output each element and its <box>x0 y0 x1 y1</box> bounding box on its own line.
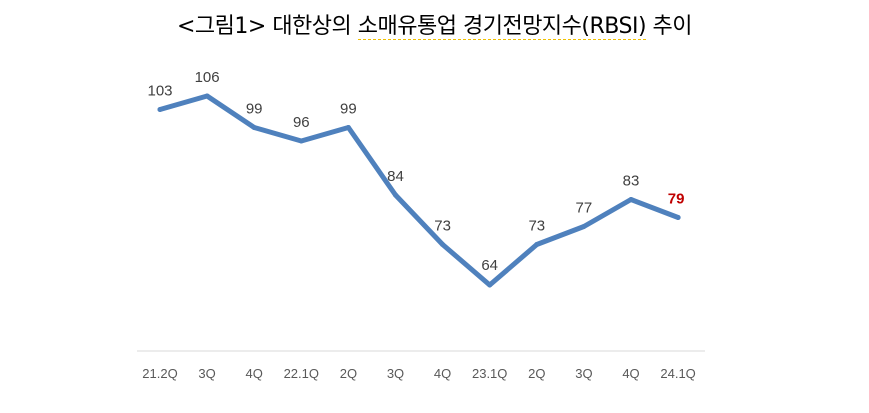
data-label: 99 <box>246 101 263 118</box>
data-point <box>581 224 587 229</box>
data-label: 96 <box>293 114 310 131</box>
chart-title: <그림1> 대한상의 소매유통업 경기전망지수(RBSI) 추이 <box>0 8 869 40</box>
series-line <box>157 93 681 288</box>
data-label-layer: 103 106 99 96 99 84 73 64 73 77 83 79 <box>147 69 684 274</box>
chart-title-underlined: 소매유통업 경기전망지수(RBSI) <box>357 14 647 40</box>
data-point <box>487 282 493 288</box>
data-point <box>393 192 398 198</box>
x-tick-label: 3Q <box>198 366 215 381</box>
x-tick-label: 4Q <box>622 366 639 381</box>
x-tick-label: 2Q <box>340 366 357 381</box>
data-point <box>204 93 210 99</box>
data-label: 83 <box>623 173 640 190</box>
chart-title-suffix: 추이 <box>646 14 693 39</box>
data-label: 103 <box>147 83 172 100</box>
x-tick-label: 3Q <box>387 366 404 381</box>
x-tick-label: 21.2Q <box>142 366 177 381</box>
x-tick-label: 3Q <box>575 366 592 381</box>
series-layer <box>157 93 681 288</box>
x-tick-label: 22.1Q <box>284 366 319 381</box>
data-label: 77 <box>576 200 593 217</box>
data-label: 106 <box>195 69 220 86</box>
data-point <box>534 242 540 247</box>
data-point <box>157 107 163 112</box>
x-tick-label: 2Q <box>528 366 545 381</box>
data-label: 99 <box>340 101 357 118</box>
data-label: 79 <box>668 191 685 208</box>
data-point <box>345 125 351 130</box>
data-point <box>628 197 634 202</box>
x-tick-label: 24.1Q <box>660 366 695 381</box>
x-tick-label: 4Q <box>434 366 451 381</box>
x-tick-layer: 21.2Q 3Q 4Q 22.1Q 2Q 3Q 4Q 23.1Q 2Q 3Q 4Q 24.1Q <box>142 366 696 381</box>
chart-title-prefix: <그림1> 대한상의 <box>176 14 358 39</box>
data-label: 64 <box>481 257 498 274</box>
data-point <box>440 242 446 247</box>
data-point <box>675 215 681 220</box>
data-label: 84 <box>387 168 404 185</box>
x-tick-label: 4Q <box>246 366 263 381</box>
data-point <box>298 138 304 144</box>
x-tick-label: 23.1Q <box>472 366 507 381</box>
data-point <box>251 125 257 130</box>
data-label: 73 <box>528 218 545 235</box>
data-label: 73 <box>434 218 451 235</box>
